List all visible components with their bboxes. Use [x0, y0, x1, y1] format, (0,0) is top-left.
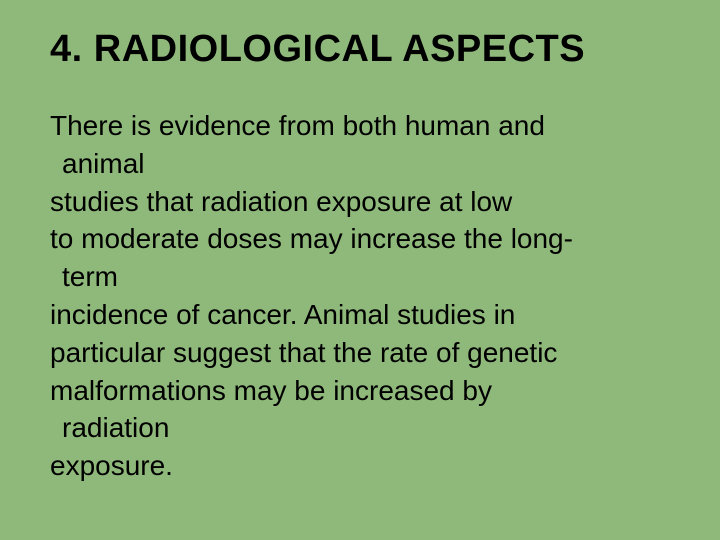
slide-body: There is evidence from both human and an…	[50, 107, 680, 485]
body-line: incidence of cancer. Animal studies in	[50, 296, 680, 334]
body-line: term	[50, 258, 680, 296]
body-line: There is evidence from both human and	[50, 107, 680, 145]
body-line: particular suggest that the rate of gene…	[50, 334, 680, 372]
body-line: radiation	[50, 409, 680, 447]
body-line: to moderate doses may increase the long-	[50, 220, 680, 258]
body-line: studies that radiation exposure at low	[50, 183, 680, 221]
body-line: exposure.	[50, 447, 680, 485]
body-line: animal	[50, 145, 680, 183]
body-line: malformations may be increased by	[50, 372, 680, 410]
slide-heading: 4. RADIOLOGICAL ASPECTS	[50, 28, 680, 71]
